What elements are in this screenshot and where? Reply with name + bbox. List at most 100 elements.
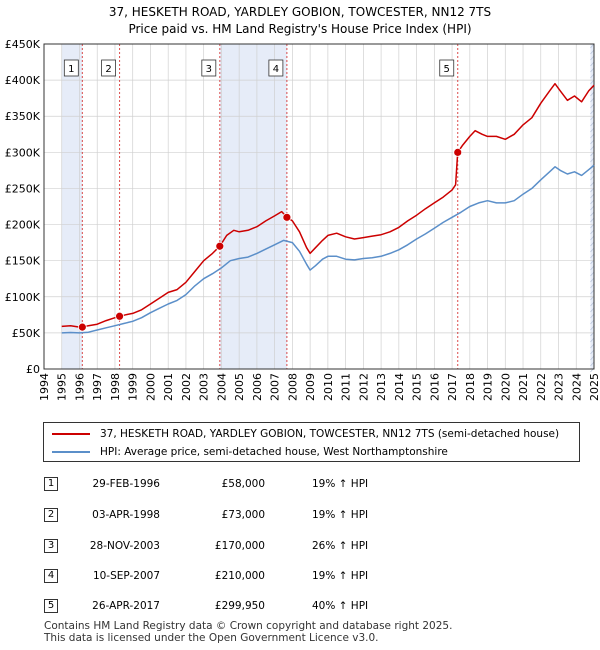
x-tick-label: 2008	[286, 373, 299, 401]
sale-point	[115, 311, 124, 321]
table-row: 1 29-FEB-1996 £58,000 19% ↑ HPI	[0, 474, 600, 494]
sale-price: £73,000	[221, 509, 265, 521]
hatch-line	[590, 97, 595, 103]
sale-number-badge: 2	[44, 508, 58, 522]
y-tick-label: £350K	[5, 110, 41, 123]
hatch-line	[590, 61, 595, 67]
series-line	[61, 164, 595, 334]
sale-date: 29-FEB-1996	[92, 478, 160, 490]
x-tick-label: 2002	[180, 373, 193, 401]
hatch-line	[590, 49, 595, 55]
x-tick-label: 2024	[570, 373, 583, 401]
price-chart: 37, HESKETH ROAD, YARDLEY GOBION, TOWCES…	[5, 5, 600, 401]
y-tick-label: £300K	[5, 146, 41, 159]
table-row: 5 26-APR-2017 £299,950 40% ↑ HPI	[0, 596, 600, 616]
hatch-line	[590, 193, 595, 199]
hatch-line	[590, 253, 595, 259]
hatch-line	[590, 217, 595, 223]
series-line	[61, 82, 595, 328]
x-tick-label: 2022	[535, 373, 548, 401]
table-row: 3 28-NOV-2003 £170,000 26% ↑ HPI	[0, 536, 600, 556]
hatch-line	[590, 337, 595, 343]
sale-price: £170,000	[214, 540, 265, 552]
sale-marker-box	[201, 59, 217, 77]
x-tick-label: 1995	[56, 373, 69, 401]
sale-date: 03-APR-1998	[92, 509, 160, 521]
y-tick-label: £200K	[5, 219, 41, 232]
shaded-span	[590, 44, 594, 369]
hatch-line	[590, 139, 595, 145]
sale-hpi-change: 19% ↑ HPI	[312, 570, 369, 582]
sale-price: £210,000	[214, 570, 265, 582]
hatch-line	[590, 283, 595, 289]
legend-swatch-hpi	[52, 451, 90, 453]
x-tick-label: 2013	[375, 373, 388, 401]
x-tick-label: 2023	[553, 373, 566, 401]
footer-licence: This data is licensed under the Open Gov…	[44, 632, 379, 644]
plot-frame	[43, 43, 595, 370]
sale-point	[453, 147, 463, 157]
sale-marker-label: 3	[206, 64, 212, 75]
sale-price: £299,950	[214, 600, 265, 612]
x-tick-label: 2007	[269, 373, 282, 401]
footer-copyright: Contains HM Land Registry data © Crown c…	[44, 620, 453, 632]
x-tick-label: 1999	[127, 373, 140, 401]
hatch-line	[590, 109, 595, 115]
hatch-line	[590, 313, 595, 319]
hatch-line	[590, 157, 595, 163]
hatch-line	[590, 43, 595, 49]
sale-point	[215, 241, 225, 251]
sale-marker-label: 4	[273, 64, 279, 75]
hatch-line	[590, 277, 595, 283]
hatch-line	[590, 241, 595, 247]
hatch-line	[590, 169, 595, 175]
y-tick-label: £0	[26, 363, 40, 376]
sale-marker-label: 1	[68, 64, 74, 75]
sale-date: 26-APR-2017	[92, 600, 160, 612]
shaded-span	[219, 44, 287, 369]
sale-date: 28-NOV-2003	[89, 540, 160, 552]
hatch-line	[590, 127, 595, 133]
x-tick-label: 2015	[411, 373, 424, 401]
hatch-line	[590, 73, 595, 79]
x-tick-label: 2010	[322, 373, 335, 401]
x-tick-label: 2014	[393, 373, 406, 401]
hatch-line	[590, 211, 595, 217]
x-tick-label: 2004	[215, 373, 228, 401]
x-tick-label: 2016	[428, 373, 441, 401]
sale-number-badge: 4	[44, 569, 58, 583]
y-tick-label: £150K	[5, 255, 41, 268]
x-tick-label: 2003	[198, 373, 211, 401]
hatch-line	[590, 121, 595, 127]
table-row: 2 03-APR-1998 £73,000 19% ↑ HPI	[0, 505, 600, 525]
hatch-line	[590, 229, 595, 235]
chart-title: 37, HESKETH ROAD, YARDLEY GOBION, TOWCES…	[109, 5, 491, 19]
hatch-line	[590, 325, 595, 331]
x-tick-label: 2005	[233, 373, 246, 401]
hatch-line	[590, 145, 595, 151]
x-tick-label: 2000	[144, 373, 157, 401]
shaded-span	[61, 44, 83, 369]
sale-number-badge: 5	[44, 599, 58, 613]
hatch-line	[590, 205, 595, 211]
y-tick-label: £50K	[12, 327, 41, 340]
sale-marker-box	[63, 59, 79, 77]
sale-marker-box	[439, 59, 455, 77]
legend-label-property: 37, HESKETH ROAD, YARDLEY GOBION, TOWCES…	[100, 428, 560, 440]
hatch-line	[590, 199, 595, 205]
legend-item-hpi: HPI: Average price, semi-detached house,…	[52, 443, 448, 461]
hatch-line	[590, 115, 595, 121]
footer: Contains HM Land Registry data © Crown c…	[44, 620, 452, 644]
hatch-line	[590, 103, 595, 109]
hatch-line	[590, 133, 595, 139]
sale-marker-label: 2	[105, 64, 111, 75]
sale-hpi-change: 19% ↑ HPI	[312, 478, 369, 490]
x-tick-label: 2025	[588, 373, 600, 401]
x-tick-label: 2017	[446, 373, 459, 401]
sale-point	[282, 212, 292, 222]
x-tick-label: 1998	[109, 373, 122, 401]
sale-hpi-change: 40% ↑ HPI	[312, 600, 369, 612]
hatch-line	[590, 289, 595, 295]
x-tick-label: 2011	[340, 373, 353, 401]
sale-marker-box	[101, 59, 116, 77]
